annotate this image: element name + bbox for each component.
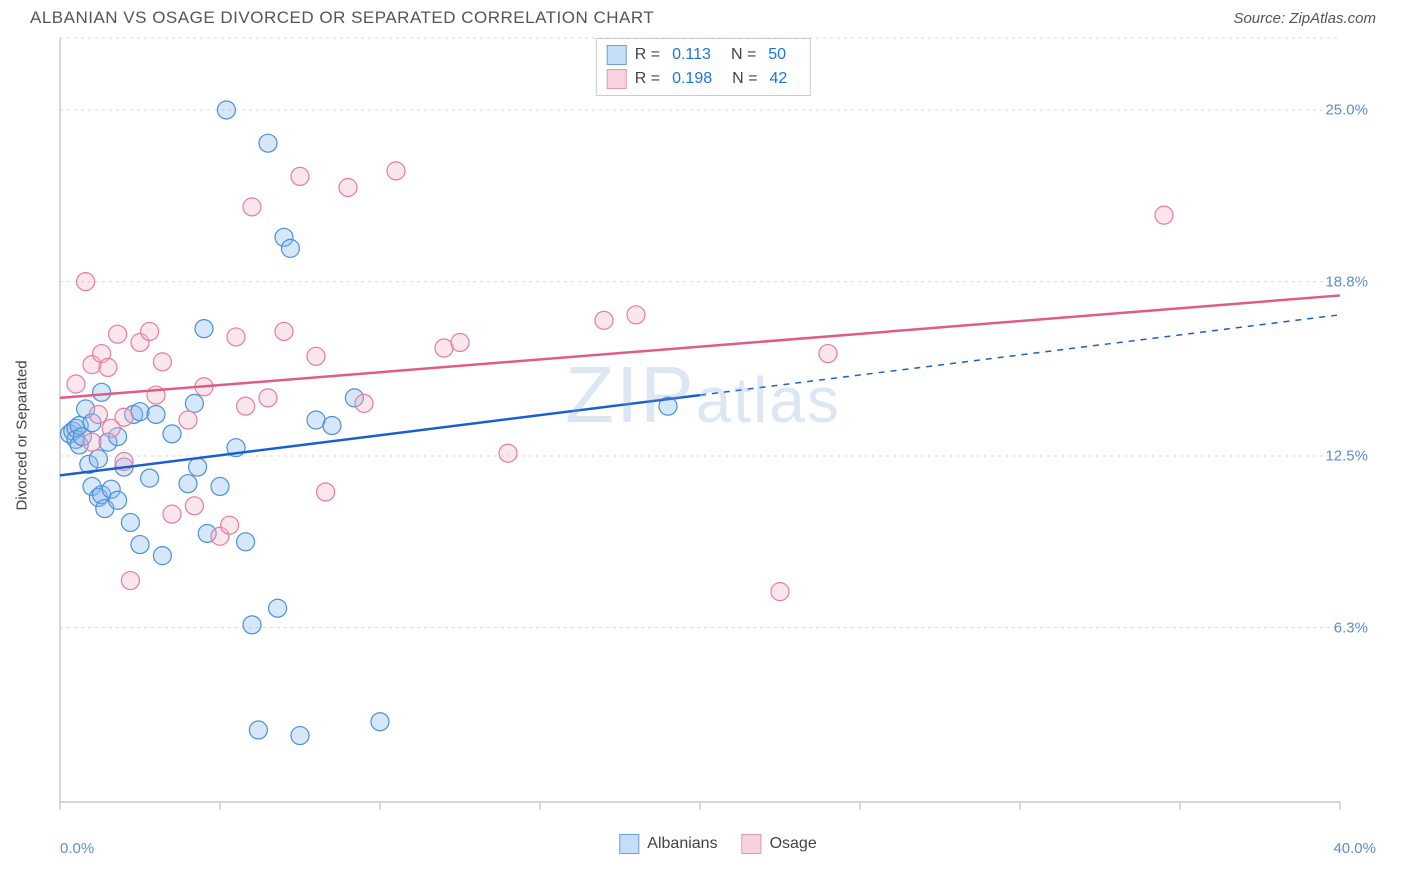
x-tick-min: 0.0% (60, 840, 94, 857)
legend-correlation: R = 0.113 N = 50 R = 0.198 N = 42 (596, 38, 811, 96)
swatch-albanians (607, 45, 627, 65)
scatter-plot-svg (30, 32, 1346, 822)
chart-title: ALBANIAN VS OSAGE DIVORCED OR SEPARATED … (30, 8, 654, 28)
legend-row-albanians: R = 0.113 N = 50 (607, 43, 800, 67)
legend-series: Albanians Osage (619, 834, 816, 854)
y-tick-6: 6.3% (1334, 619, 1368, 636)
legend-item-albanians: Albanians (619, 834, 717, 854)
legend-item-osage: Osage (742, 834, 817, 854)
y-axis-label: Divorced or Separated (14, 360, 31, 510)
swatch-osage (607, 69, 627, 89)
y-tick-18: 18.8% (1325, 273, 1368, 290)
swatch-albanians-bottom (619, 834, 639, 854)
x-tick-max: 40.0% (1333, 840, 1376, 857)
chart-header: ALBANIAN VS OSAGE DIVORCED OR SEPARATED … (0, 0, 1406, 32)
source-attribution: Source: ZipAtlas.com (1233, 10, 1376, 27)
y-tick-12: 12.5% (1325, 447, 1368, 464)
swatch-osage-bottom (742, 834, 762, 854)
x-axis-area: 0.0% Albanians Osage 40.0% (60, 826, 1376, 866)
legend-row-osage: R = 0.198 N = 42 (607, 67, 800, 91)
y-tick-25: 25.0% (1325, 101, 1368, 118)
chart-area: Divorced or Separated ZIPatlas R = 0.113… (30, 32, 1376, 822)
